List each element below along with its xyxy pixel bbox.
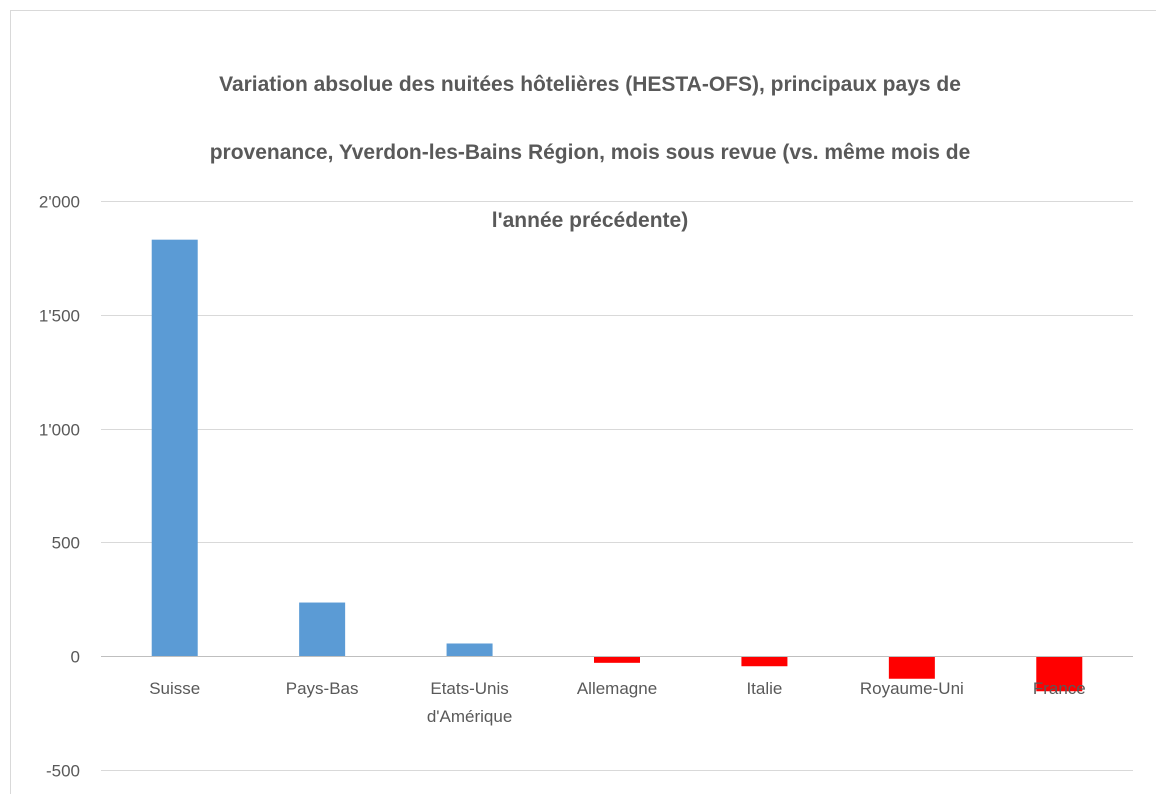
y-axis-tick-labels: 2'000 1'500 1'000 500 0 -500	[39, 193, 80, 781]
y-tick-label: 0	[71, 648, 80, 667]
bar	[888, 656, 935, 679]
bar	[299, 602, 346, 656]
bar	[594, 656, 640, 663]
y-tick-label: -500	[46, 762, 80, 781]
gridlines	[101, 201, 1133, 771]
chart-title-line: provenance, Yverdon-les-Bains Région, mo…	[209, 141, 971, 164]
y-tick-label: 1'500	[39, 307, 80, 326]
bar	[741, 656, 788, 667]
x-axis-tick-labels: Suisse Pays-Bas Etats-Unis d'Amérique Allema…	[149, 679, 1086, 726]
y-tick-label: 2'000	[39, 193, 80, 212]
x-tick-label: d'Amérique	[427, 707, 512, 726]
y-tick-label: 500	[52, 534, 80, 553]
x-tick-label: Pays-Bas	[286, 679, 359, 698]
chart-title: Variation absolue des nuitées hôtelières…	[100, 34, 1080, 272]
x-tick-label: Etats-Unis	[430, 679, 508, 698]
bar	[151, 239, 198, 657]
chart-title-line: Variation absolue des nuitées hôtelières…	[219, 73, 961, 96]
bar	[1036, 656, 1083, 692]
x-tick-label: Allemagne	[577, 679, 657, 698]
chart-frame	[10, 10, 1156, 794]
x-tick-label: Suisse	[149, 679, 200, 698]
chart-title-line: l'année précédente)	[491, 209, 689, 232]
bars	[151, 239, 1083, 692]
x-tick-label: Royaume-Uni	[860, 679, 964, 698]
bar	[446, 643, 493, 656]
x-tick-label: Italie	[746, 679, 782, 698]
y-tick-label: 1'000	[39, 421, 80, 440]
x-tick-label: France	[1033, 679, 1086, 698]
